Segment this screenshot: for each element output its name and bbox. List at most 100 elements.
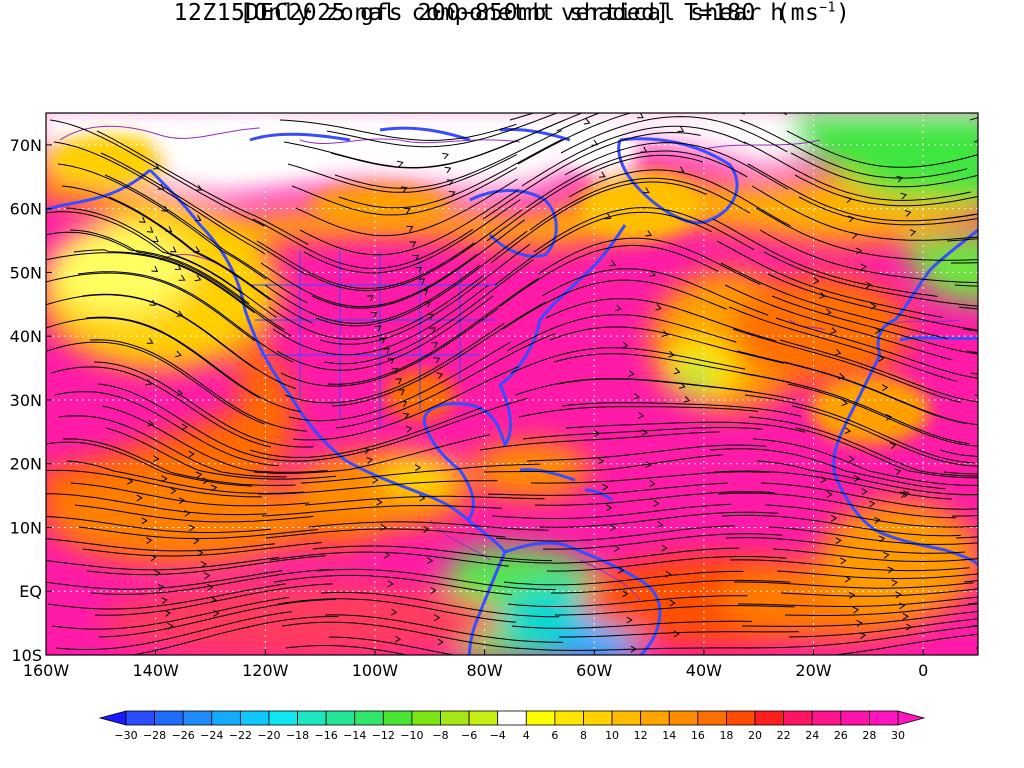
streamline-arrow	[854, 474, 861, 482]
streamline-arrow	[403, 207, 411, 214]
streamline-arrow	[367, 295, 374, 302]
colorbar-label: −12	[372, 729, 395, 742]
streamline	[716, 240, 943, 318]
streamline-arrow	[161, 475, 168, 483]
streamline-arrow	[653, 499, 660, 507]
lon-tick-label: 60W	[576, 661, 612, 680]
streamline-arrow	[195, 184, 203, 191]
streamline	[987, 355, 1024, 461]
streamline-arrow	[626, 616, 633, 624]
streamline-arrow	[165, 226, 173, 233]
colorbar-label: 28	[862, 729, 876, 742]
colorbar-box	[726, 710, 756, 726]
streamline-arrow	[661, 544, 668, 552]
streamline-arrow	[605, 504, 613, 512]
streamline	[287, 154, 518, 193]
streamline-arrow	[188, 450, 195, 458]
streamline	[70, 482, 310, 507]
streamline-arrow	[152, 163, 160, 170]
colorbar-label: 24	[805, 729, 819, 742]
streamline	[979, 318, 1024, 418]
streamline	[551, 579, 791, 594]
streamline	[328, 636, 457, 655]
streamline	[747, 163, 976, 222]
streamline	[61, 185, 271, 301]
streamline-arrow	[437, 638, 444, 646]
streamline-arrow	[207, 584, 214, 591]
colorbar-box	[497, 710, 527, 726]
streamline	[277, 598, 516, 623]
streamline	[518, 406, 759, 418]
streamline	[755, 207, 978, 261]
streamline-arrow	[630, 645, 637, 653]
streamline	[291, 167, 518, 216]
streamline	[323, 259, 534, 365]
streamline-arrow	[889, 442, 897, 450]
streamline	[46, 493, 267, 516]
streamline-arrow	[136, 494, 143, 502]
streamline-arrow	[154, 569, 161, 577]
streamline	[276, 295, 494, 371]
streamline-arrow	[378, 337, 386, 344]
streamline	[531, 471, 771, 484]
colorbar-label: 30	[891, 729, 905, 742]
streamline-arrow	[672, 59, 678, 64]
colorbar-label: 4	[523, 729, 530, 742]
streamline	[94, 583, 333, 616]
streamline	[292, 365, 519, 441]
streamline-arrow	[683, 396, 691, 403]
streamline-arrow	[363, 447, 370, 455]
colorbar-box	[182, 710, 213, 726]
streamline	[46, 231, 250, 305]
streamline-arrow	[433, 357, 441, 364]
streamline	[790, 152, 978, 188]
streamline-arrow	[597, 457, 605, 465]
streamline	[98, 599, 336, 638]
streamline-arrow	[813, 277, 820, 285]
streamline	[77, 271, 294, 363]
streamline-arrow	[387, 580, 394, 588]
streamline-arrow	[141, 517, 148, 525]
streamline	[486, 154, 704, 242]
streamline-arrow	[840, 557, 847, 565]
colorbar-label: −28	[143, 729, 166, 742]
streamline	[517, 113, 745, 165]
streamline	[556, 113, 788, 132]
streamline-arrow	[640, 146, 648, 153]
streamline	[46, 317, 260, 399]
streamline	[490, 181, 707, 264]
streamline	[970, 372, 978, 375]
streamline	[784, 603, 978, 616]
streamline	[740, 372, 970, 445]
lon-tick-label: 160W	[23, 661, 70, 680]
lon-tick-label: 20W	[795, 661, 831, 680]
streamline	[324, 614, 563, 643]
streamline-arrow	[591, 139, 599, 146]
streamline	[299, 189, 519, 256]
streamline	[320, 591, 560, 618]
streamline-arrow	[400, 401, 408, 407]
streamline	[1011, 591, 1024, 614]
coastlines	[46, 126, 978, 655]
streamline-arrow	[848, 455, 855, 463]
streamline	[85, 316, 302, 413]
streamline	[1006, 234, 1024, 318]
longitude-axis: 160W 140W 120W 100W 80W 60W 40W 20W 0	[23, 649, 928, 680]
streamline	[975, 647, 978, 649]
streamline	[983, 335, 1024, 439]
streamline	[89, 339, 308, 432]
streamline-arrow	[909, 229, 917, 236]
streamline-arrow	[409, 241, 417, 248]
lat-tick-label: 40N	[10, 327, 42, 346]
streamline-arrow	[868, 500, 876, 508]
colorbar-box	[297, 710, 327, 726]
streamline	[563, 656, 803, 659]
streamline	[73, 249, 292, 337]
lat-tick-label: 10N	[10, 518, 42, 537]
streamline-arrow	[894, 468, 902, 476]
streamline	[100, 152, 308, 276]
streamline	[303, 199, 521, 274]
streamline	[746, 625, 978, 649]
streamline-arrow	[830, 514, 838, 522]
